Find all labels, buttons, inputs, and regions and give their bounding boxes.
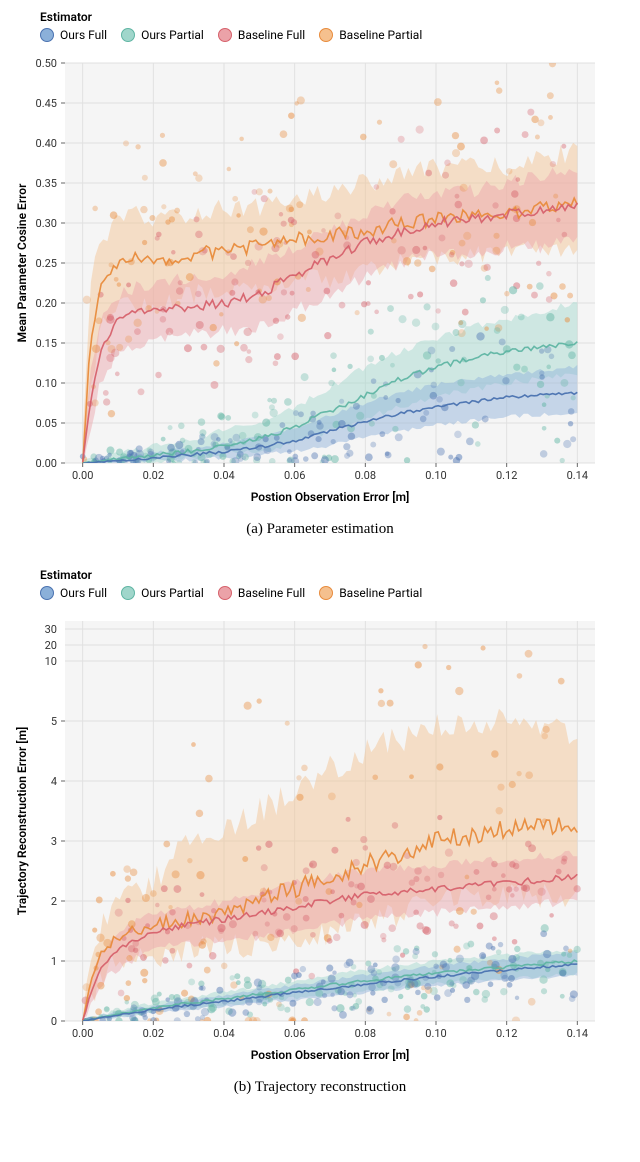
svg-text:0.12: 0.12 <box>496 469 517 482</box>
svg-text:0.04: 0.04 <box>213 1027 234 1040</box>
legend-item: Baseline Partial <box>319 28 422 42</box>
svg-text:0.10: 0.10 <box>36 377 57 390</box>
legend-item: Ours Full <box>40 28 107 42</box>
svg-text:0.12: 0.12 <box>496 1027 517 1040</box>
svg-text:0.45: 0.45 <box>36 97 57 110</box>
svg-text:0.02: 0.02 <box>143 469 164 482</box>
legend-label: Baseline Partial <box>339 28 422 42</box>
legend-label: Baseline Full <box>238 28 305 42</box>
svg-text:0.20: 0.20 <box>36 297 57 310</box>
svg-text:5: 5 <box>51 715 57 728</box>
svg-text:10: 10 <box>45 655 57 668</box>
legend-label: Ours Partial <box>141 28 204 42</box>
svg-text:0.06: 0.06 <box>284 469 305 482</box>
legend-swatch <box>319 586 333 600</box>
legend-b: Ours Full Ours Partial Baseline Full Baseli… <box>40 586 630 603</box>
chart-a-container: Estimator Ours Full Ours Partial Baseline … <box>10 10 630 538</box>
legend-swatch <box>121 28 135 42</box>
chart-a-svg: 0.00 0.02 0.04 0.06 0.08 0.10 0.12 0.14 0.00 0.05… <box>10 53 610 513</box>
legend-label: Ours Full <box>60 586 107 600</box>
svg-text:Postion Observation Error [m]: Postion Observation Error [m] <box>251 489 410 504</box>
svg-text:Trajectory Reconstruction Erro: Trajectory Reconstruction Error [m] <box>14 727 29 916</box>
legend-item: Ours Partial <box>121 28 204 42</box>
svg-text:Mean Parameter Cosine Error: Mean Parameter Cosine Error <box>15 183 29 342</box>
legend-swatch <box>40 28 54 42</box>
legend-item: Ours Partial <box>121 586 204 600</box>
svg-text:0.40: 0.40 <box>36 137 57 150</box>
svg-text:0.35: 0.35 <box>36 177 57 190</box>
svg-text:0.14: 0.14 <box>567 1027 588 1040</box>
legend-title: Estimator <box>40 10 630 24</box>
legend-label: Ours Partial <box>141 586 204 600</box>
svg-text:0.25: 0.25 <box>36 257 57 270</box>
svg-text:20: 20 <box>45 639 57 652</box>
caption-a: (a) Parameter estimation <box>10 521 630 538</box>
svg-text:0.30: 0.30 <box>36 217 57 230</box>
legend: Ours Full Ours Partial Baseline Full Baseli… <box>40 28 630 45</box>
svg-text:0.10: 0.10 <box>425 469 446 482</box>
svg-text:0.05: 0.05 <box>36 417 57 430</box>
svg-text:0.02: 0.02 <box>143 1027 164 1040</box>
legend-item: Baseline Partial <box>319 586 422 600</box>
svg-text:0: 0 <box>51 1015 57 1028</box>
legend-swatch <box>319 28 333 42</box>
svg-text:1: 1 <box>51 955 57 968</box>
svg-text:0.00: 0.00 <box>72 469 93 482</box>
legend-swatch <box>40 586 54 600</box>
legend-item: Baseline Full <box>218 586 305 600</box>
legend-label: Baseline Partial <box>339 586 422 600</box>
svg-text:0.00: 0.00 <box>72 1027 93 1040</box>
svg-text:4: 4 <box>51 775 57 788</box>
legend-item: Baseline Full <box>218 28 305 42</box>
legend-label: Baseline Full <box>238 586 305 600</box>
svg-text:Postion Observation Error [m]: Postion Observation Error [m] <box>251 1047 410 1062</box>
svg-text:0.08: 0.08 <box>355 1027 376 1040</box>
chart-b-container: Estimator Ours Full Ours Partial Baseline … <box>10 568 630 1096</box>
svg-text:0.06: 0.06 <box>284 1027 305 1040</box>
legend-swatch <box>218 586 232 600</box>
svg-text:0.14: 0.14 <box>567 469 588 482</box>
legend-swatch <box>218 28 232 42</box>
svg-text:30: 30 <box>45 623 57 636</box>
chart-b-svg: 0.00 0.02 0.04 0.06 0.08 0.10 0.12 0.14 0 1 2 3 4 5 10… <box>10 611 610 1071</box>
svg-text:0.04: 0.04 <box>213 469 234 482</box>
svg-text:0.00: 0.00 <box>36 457 57 470</box>
legend-swatch <box>121 586 135 600</box>
legend-label: Ours Full <box>60 28 107 42</box>
legend-item: Ours Full <box>40 586 107 600</box>
svg-text:0.15: 0.15 <box>36 337 57 350</box>
svg-text:0.08: 0.08 <box>355 469 376 482</box>
svg-text:0.10: 0.10 <box>425 1027 446 1040</box>
caption-b: (b) Trajectory reconstruction <box>10 1079 630 1096</box>
svg-text:0.50: 0.50 <box>36 57 57 70</box>
legend-title-b: Estimator <box>40 568 630 582</box>
svg-text:3: 3 <box>51 835 57 848</box>
svg-text:2: 2 <box>51 895 57 908</box>
